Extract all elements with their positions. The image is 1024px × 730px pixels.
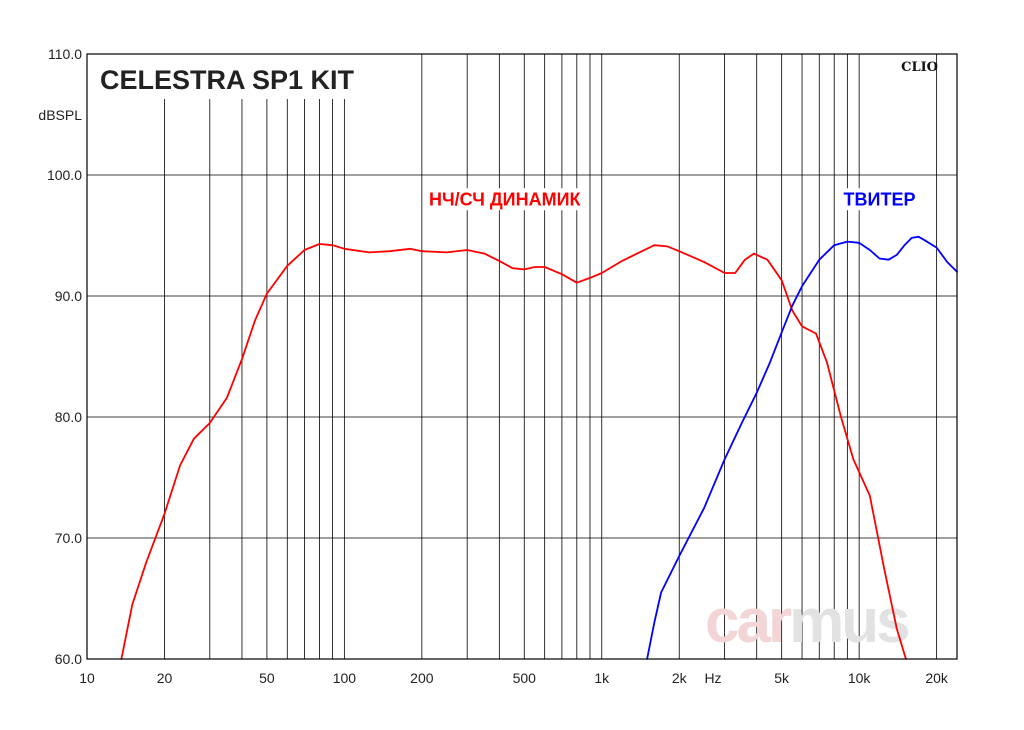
y-tick-label: 100.0 (47, 167, 82, 183)
y-tick-label: 90.0 (55, 288, 82, 304)
x-tick-label: 100 (333, 670, 357, 686)
y-tick-label: 60.0 (55, 651, 82, 667)
series-label-backdrop (840, 188, 919, 211)
x-tick-label: 5k (774, 670, 790, 686)
x-tick-label: 20 (157, 670, 173, 686)
plot-frame (86, 53, 958, 660)
x-tick-label: 10k (848, 670, 872, 686)
clio-brand: CLIO (901, 60, 938, 75)
x-tick-label: 500 (513, 670, 537, 686)
plot-background (87, 54, 957, 659)
x-tick-label: 2k (672, 670, 688, 686)
grid (87, 54, 957, 659)
series-label-backdrop (426, 188, 585, 211)
curves (120, 235, 958, 660)
x-tick-label: 200 (410, 670, 434, 686)
series-label-2: ТВИТЕР (844, 189, 916, 209)
y-tick-label: 80.0 (55, 409, 82, 425)
x-tick-label: 20k (925, 670, 949, 686)
chart-title: CELESTRA SP1 KIT (100, 65, 355, 95)
series-line-1 (120, 243, 907, 660)
x-axis-unit-label: Hz (704, 670, 721, 686)
ticks: 10 20 50 100 200 500 1k 2k 5k 10k 20k 60.0 70.0 80.0 9… (47, 46, 949, 686)
x-tick-label: 50 (259, 670, 275, 686)
watermark-layer: carmus (705, 587, 911, 656)
watermark-text: carmus (705, 587, 908, 656)
y-tick-label: 70.0 (55, 530, 82, 546)
x-tick-label: 10 (79, 670, 95, 686)
series-label-1: НЧ/СЧ ДИНАМИК (429, 189, 582, 209)
x-tick-label: 1k (594, 670, 610, 686)
series-labels: НЧ/СЧ ДИНАМИК ТВИТЕР (426, 188, 919, 211)
watermark-part-car: car (705, 587, 792, 656)
y-axis-unit-label: dBSPL (38, 107, 82, 123)
y-tick-label: 110.0 (48, 46, 82, 62)
title-backdrop (95, 60, 365, 98)
series-line-2 (646, 235, 958, 660)
